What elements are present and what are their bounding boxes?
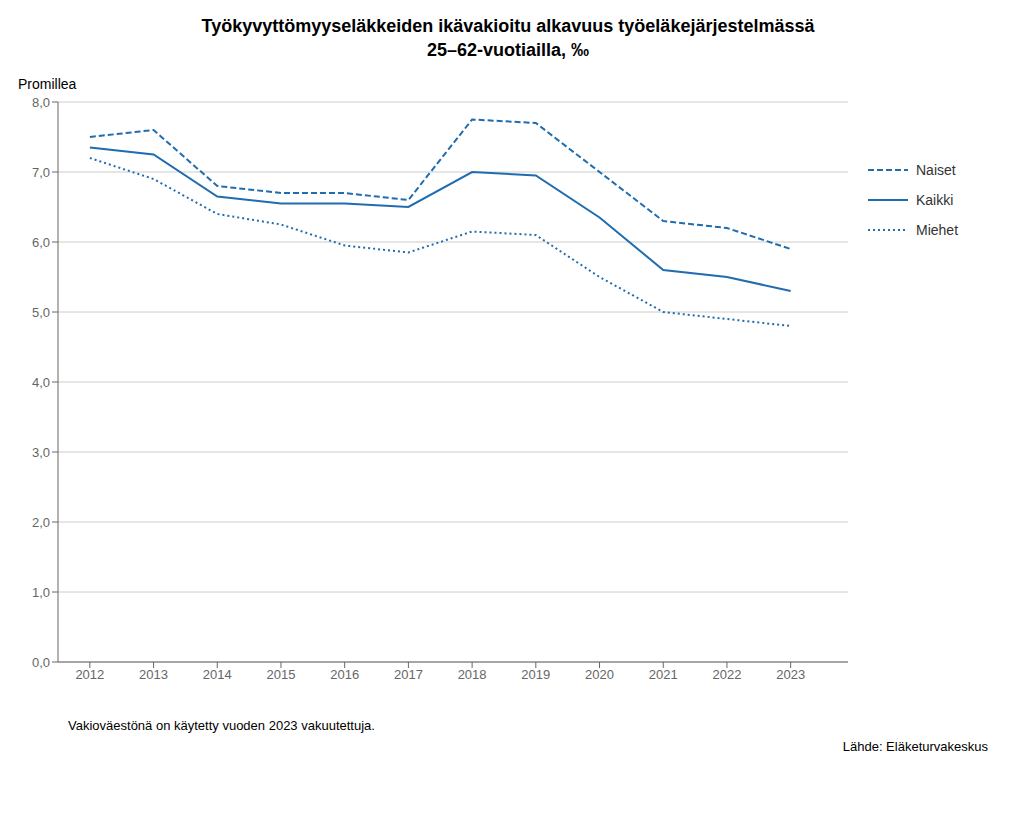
svg-text:2021: 2021	[649, 667, 678, 682]
svg-text:2022: 2022	[712, 667, 741, 682]
svg-text:2016: 2016	[330, 667, 359, 682]
html-text:Työkyvyttömyyseläkkeiden ikäva: Työkyvyttömyyseläkkeiden ikävakioitu alk…	[201, 16, 815, 36]
html-text:Kaikki: Kaikki	[916, 192, 954, 208]
svg-text:2,0: 2,0	[32, 515, 50, 530]
svg-text:1,0: 1,0	[32, 585, 50, 600]
svg-text:0,0: 0,0	[32, 655, 50, 670]
svg-text:2019: 2019	[521, 667, 550, 682]
svg-text:7,0: 7,0	[32, 165, 50, 180]
svg-text:2023: 2023	[776, 667, 805, 682]
svg-text:2017: 2017	[394, 667, 423, 682]
svg-text:2012: 2012	[75, 667, 104, 682]
svg-text:2020: 2020	[585, 667, 614, 682]
html-text:Vakioväestönä on käytetty vuod: Vakioväestönä on käytetty vuoden 2023 va…	[68, 718, 375, 733]
svg-text:2013: 2013	[139, 667, 168, 682]
html-text:Promillea: Promillea	[18, 76, 77, 92]
svg-text:2015: 2015	[267, 667, 296, 682]
svg-text:2014: 2014	[203, 667, 232, 682]
html-text:Lähde: Eläketurvakeskus: Lähde: Eläketurvakeskus	[842, 739, 988, 754]
svg-text:6,0: 6,0	[32, 235, 50, 250]
html-text:Naiset: Naiset	[916, 162, 956, 178]
html-text:25–62-vuotiailla, ‰: 25–62-vuotiailla, ‰	[427, 40, 589, 60]
svg-text:4,0: 4,0	[32, 375, 50, 390]
svg-text:2018: 2018	[458, 667, 487, 682]
svg-text:3,0: 3,0	[32, 445, 50, 460]
html-text:Miehet: Miehet	[916, 222, 958, 238]
svg-text:8,0: 8,0	[32, 95, 50, 110]
svg-text:5,0: 5,0	[32, 305, 50, 320]
